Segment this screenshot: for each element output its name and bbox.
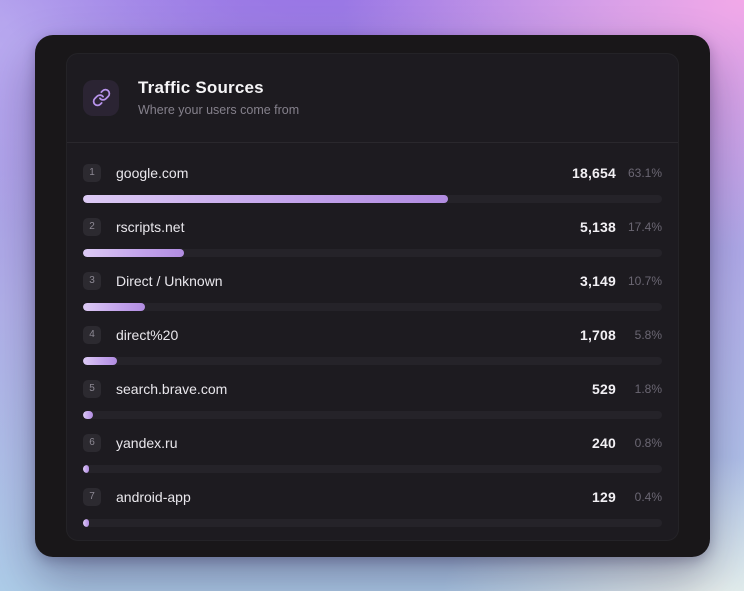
rank-badge: 5 <box>83 379 101 398</box>
share-percentage: 0.4% <box>634 489 662 504</box>
rank-badge: 6 <box>83 433 101 452</box>
source-label: direct%20 <box>116 326 179 343</box>
share-percentage: 63.1% <box>627 165 662 180</box>
progress-fill <box>83 249 184 257</box>
share-percentage: 17.4% <box>627 219 662 234</box>
visits-value: 5,138 <box>579 218 616 235</box>
source-label: Direct / Unknown <box>116 272 223 289</box>
traffic-sources-card: Traffic Sources Where your users come fr… <box>66 53 679 541</box>
row-header: 5 search.brave.com 529 1.8% <box>83 379 662 398</box>
row-header: 1 google.com 18,654 63.1% <box>83 163 662 182</box>
row-header: 3 Direct / Unknown 3,149 10.7% <box>83 271 662 290</box>
header-text: Traffic Sources Where your users come fr… <box>138 78 299 117</box>
progress-fill <box>83 411 94 419</box>
traffic-source-row: 1 google.com 18,654 63.1% <box>67 149 678 203</box>
progress-track <box>83 249 662 257</box>
rank-badge: 3 <box>83 271 101 290</box>
visits-value: 3,149 <box>579 272 616 289</box>
card-subtitle: Where your users come from <box>138 103 300 117</box>
progress-track <box>83 195 662 203</box>
progress-fill <box>83 195 449 203</box>
traffic-source-row: 5 search.brave.com 529 1.8% <box>67 365 678 419</box>
progress-fill <box>83 519 89 527</box>
card-header: Traffic Sources Where your users come fr… <box>67 54 678 143</box>
row-header: 2 rscripts.net 5,138 17.4% <box>83 217 662 236</box>
row-header: 4 direct%20 1,708 5.8% <box>83 325 662 344</box>
traffic-sources-list: 1 google.com 18,654 63.1% 2 rscripts.net… <box>67 143 678 540</box>
visits-value: 18,654 <box>571 164 616 181</box>
share-percentage: 0.8% <box>634 435 662 450</box>
traffic-source-row: 7 android-app 129 0.4% <box>67 473 678 527</box>
progress-fill <box>83 357 117 365</box>
visits-value: 240 <box>592 434 616 451</box>
share-percentage: 10.7% <box>627 273 662 288</box>
rank-badge: 2 <box>83 217 101 236</box>
link-icon <box>83 79 119 116</box>
row-header: 7 android-app 129 0.4% <box>83 487 662 506</box>
share-percentage: 5.8% <box>634 327 662 342</box>
progress-track <box>83 519 662 527</box>
source-label: rscripts.net <box>116 218 185 235</box>
progress-track <box>83 465 662 473</box>
rank-badge: 1 <box>83 163 101 182</box>
source-label: search.brave.com <box>116 380 228 397</box>
row-header: 6 yandex.ru 240 0.8% <box>83 433 662 452</box>
source-label: android-app <box>116 488 191 505</box>
rank-badge: 7 <box>83 487 101 506</box>
traffic-source-row: 4 direct%20 1,708 5.8% <box>67 311 678 365</box>
source-label: yandex.ru <box>116 434 178 451</box>
progress-track <box>83 303 662 311</box>
traffic-source-row: 3 Direct / Unknown 3,149 10.7% <box>67 257 678 311</box>
traffic-source-row: 2 rscripts.net 5,138 17.4% <box>67 203 678 257</box>
share-percentage: 1.8% <box>634 381 662 396</box>
source-label: google.com <box>116 164 189 181</box>
visits-value: 529 <box>592 380 616 397</box>
progress-track <box>83 411 662 419</box>
rank-badge: 4 <box>83 325 101 344</box>
progress-fill <box>83 465 89 473</box>
card-title: Traffic Sources <box>138 78 264 97</box>
dashboard-window: Traffic Sources Where your users come fr… <box>35 35 710 557</box>
visits-value: 1,708 <box>579 326 616 343</box>
traffic-source-row: 6 yandex.ru 240 0.8% <box>67 419 678 473</box>
visits-value: 129 <box>592 488 616 505</box>
progress-track <box>83 357 662 365</box>
progress-fill <box>83 303 145 311</box>
